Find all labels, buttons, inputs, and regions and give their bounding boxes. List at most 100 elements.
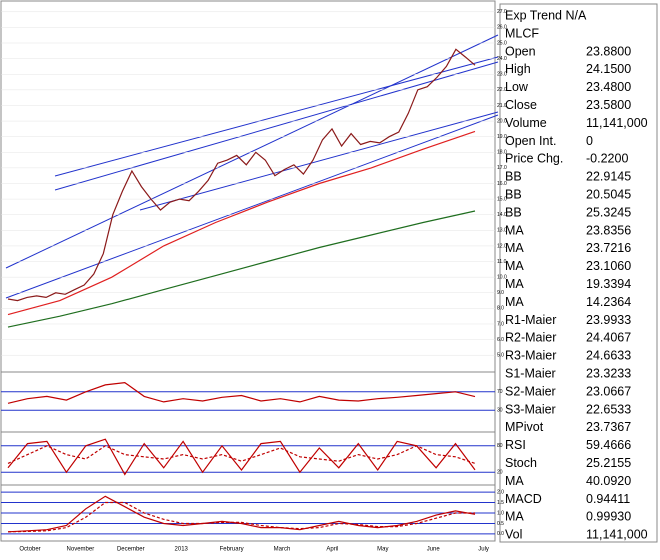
panel-label: BB	[505, 205, 522, 219]
panel-value: 14.2364	[586, 295, 631, 309]
y-tick-label: 20	[497, 470, 503, 476]
panel-label: MA	[505, 259, 524, 273]
panel-label: Price Chg.	[505, 152, 563, 166]
trend-line	[5, 34, 499, 269]
panel-label: BB	[505, 170, 522, 184]
panel-value: 23.3233	[586, 366, 631, 380]
panel-label: MA	[505, 510, 524, 524]
panel-label: MPivot	[505, 420, 544, 434]
x-tick-label: May	[377, 547, 388, 553]
y-tick-label: 11.0	[497, 259, 507, 265]
y-tick-label: 20.0	[497, 118, 507, 124]
panel-label: MA	[505, 474, 524, 488]
series-line	[7, 445, 476, 464]
x-tick-label: 2013	[175, 547, 189, 553]
y-tick-label: 21.0	[497, 103, 507, 109]
panel-value: 0.94411	[586, 492, 630, 506]
panel-value: 23.9933	[586, 313, 631, 327]
y-tick-label: 13.0	[497, 228, 507, 234]
y-tick-label: 14.0	[497, 212, 507, 218]
trend-line	[54, 56, 499, 177]
panel-label: Stoch	[505, 456, 537, 470]
panel-value: 24.4067	[586, 331, 631, 345]
panel-label: R2-Maier	[505, 331, 556, 345]
panel-title: Exp Trend N/A	[505, 8, 587, 22]
y-tick-label: 1.5	[497, 500, 504, 506]
panel-value: 25.2155	[586, 456, 631, 470]
panel-label: R3-Maier	[505, 349, 556, 363]
trend-line	[54, 61, 499, 191]
y-tick-label: 2.0	[497, 489, 504, 495]
trend-line	[5, 114, 499, 299]
y-tick-label: 12.0	[497, 243, 507, 249]
y-tick-label: 7.0	[497, 321, 504, 327]
y-tick-label: 23.0	[497, 72, 507, 78]
y-tick-label: 16.0	[497, 181, 507, 187]
trend-line	[139, 111, 499, 211]
panel-label: Vol	[505, 528, 522, 542]
y-tick-label: 24.0	[497, 56, 507, 62]
panel-value: 22.9145	[586, 170, 631, 184]
panel-value: 24.6633	[586, 349, 631, 363]
panel-label: High	[505, 62, 531, 76]
series-line	[7, 130, 476, 316]
panel-label: BB	[505, 187, 522, 201]
panel-value: 25.3245	[586, 205, 631, 219]
y-tick-label: 22.0	[497, 87, 507, 93]
y-tick-label: 25.0	[497, 40, 507, 46]
panel-label: RSI	[505, 438, 526, 452]
panel-label: S1-Maier	[505, 366, 556, 380]
panel-value: 19.3394	[586, 277, 631, 291]
panel-value: 23.7367	[586, 420, 631, 434]
series-line	[7, 210, 476, 328]
panel-value: 40.0920	[586, 474, 631, 488]
x-tick-label: July	[478, 547, 489, 553]
series-line	[7, 381, 476, 404]
y-tick-label: 10.0	[497, 274, 507, 280]
y-tick-label: 19.0	[497, 134, 507, 140]
y-tick-label: 70	[497, 389, 503, 395]
panel-label: MACD	[505, 492, 542, 506]
x-tick-label: February	[220, 547, 244, 553]
y-tick-label: 17.0	[497, 165, 507, 171]
series-line	[7, 501, 475, 533]
panel-label: Low	[505, 80, 529, 94]
x-tick-label: December	[117, 547, 145, 553]
info-panel	[499, 3, 658, 543]
panel-value: 23.1060	[586, 259, 631, 273]
panel-value: -0.2200	[586, 152, 628, 166]
series-line	[7, 495, 476, 533]
y-tick-label: 8.0	[497, 306, 504, 312]
panel-value: 11,141,000	[586, 528, 648, 542]
y-tick-label: 27.0	[497, 9, 507, 15]
panel-value: 23.7216	[586, 241, 631, 255]
y-tick-label: 5.0	[497, 353, 504, 359]
panel-value: 23.8800	[586, 44, 631, 58]
y-tick-label: 0.0	[497, 531, 504, 537]
panel-label: Volume	[505, 116, 547, 130]
panel-label: MA	[505, 241, 524, 255]
y-tick-label: 30	[497, 408, 503, 414]
panel-label: S3-Maier	[505, 402, 556, 416]
panel-value: 11,141,000	[586, 116, 648, 130]
panel-value: 23.0667	[586, 384, 631, 398]
panel-label: Open	[505, 44, 536, 58]
x-tick-label: November	[67, 547, 95, 553]
panel-value: 24.1500	[586, 62, 631, 76]
plot-frame	[0, 0, 496, 542]
panel-label: MA	[505, 295, 524, 309]
y-tick-label: 80	[497, 443, 503, 449]
panel-label: Close	[505, 98, 537, 112]
y-tick-label: 26.0	[497, 25, 507, 31]
y-tick-label: 1.0	[497, 510, 504, 516]
panel-label: MA	[505, 223, 524, 237]
panel-value: 23.4800	[586, 80, 631, 94]
panel-value: 0	[586, 134, 593, 148]
panel-label: S2-Maier	[505, 384, 556, 398]
panel-value: 23.5800	[586, 98, 631, 112]
panel-symbol: MLCF	[505, 26, 539, 40]
y-tick-label: 0.5	[497, 521, 504, 527]
panel-value: 23.8356	[586, 223, 631, 237]
x-tick-label: June	[427, 547, 441, 553]
